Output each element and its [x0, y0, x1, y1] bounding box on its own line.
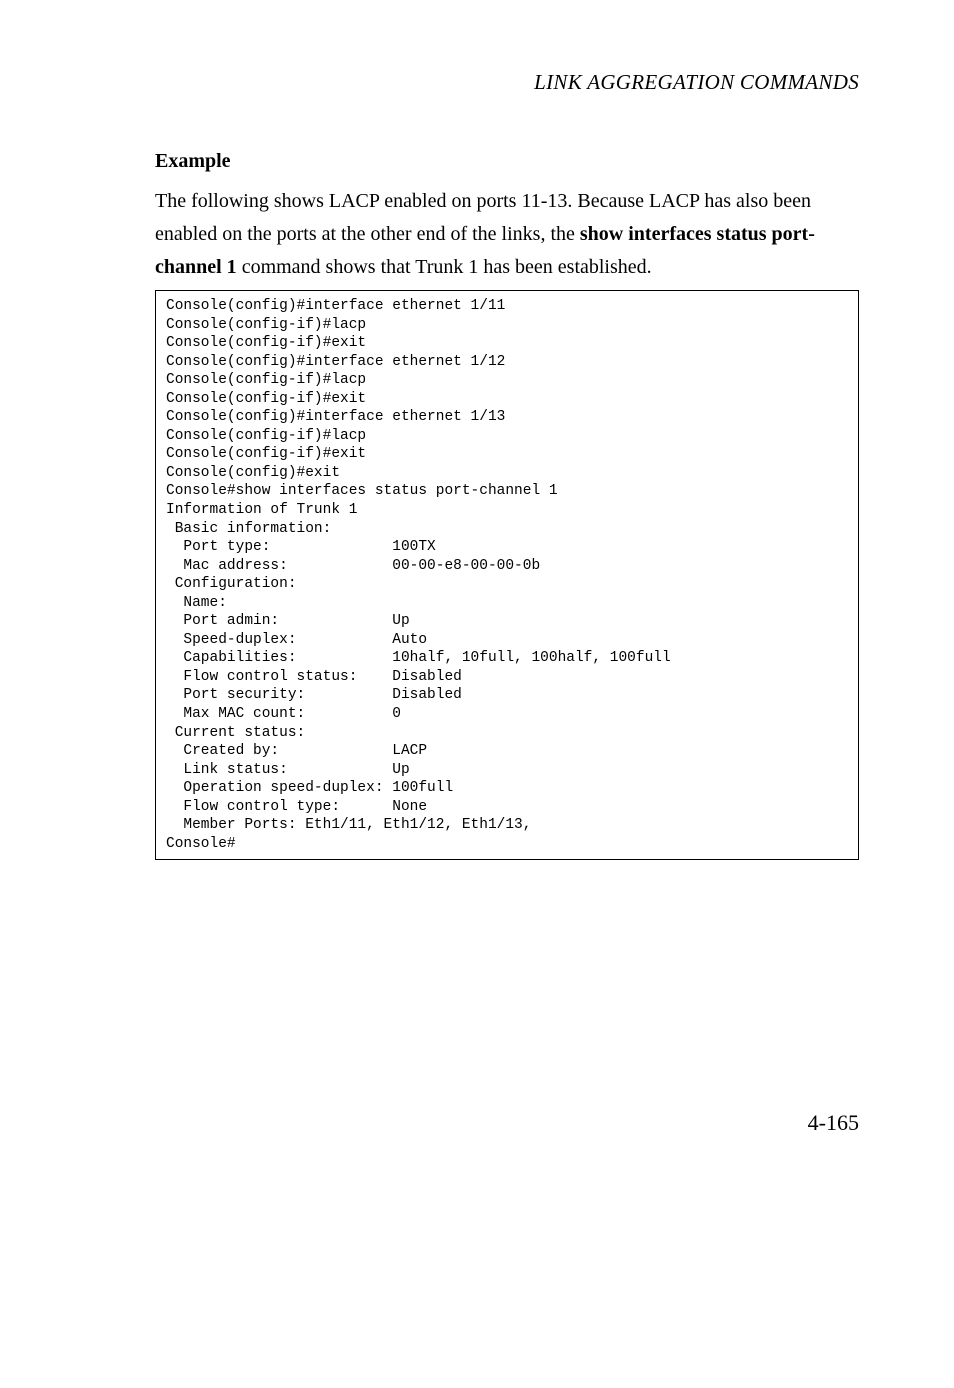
- code-line: Basic information:: [166, 521, 331, 537]
- code-line: Console(config-if)#exit: [166, 446, 366, 462]
- code-line: Port admin: Up: [166, 613, 410, 629]
- code-line: Mac address: 00-00-e8-00-00-0b: [166, 558, 540, 574]
- body-post: command shows that Trunk 1 has been esta…: [237, 256, 652, 278]
- code-line: Member Ports: Eth1/11, Eth1/12, Eth1/13,: [166, 817, 531, 833]
- code-line: Link status: Up: [166, 762, 410, 778]
- code-line: Console(config-if)#exit: [166, 335, 366, 351]
- header-text: LINK AGGREGATION COMMANDS: [534, 70, 859, 94]
- page-number: 4-165: [155, 1110, 859, 1136]
- code-line: Console#show interfaces status port-chan…: [166, 483, 558, 499]
- code-line: Port type: 100TX: [166, 539, 436, 555]
- code-line: Flow control status: Disabled: [166, 669, 462, 685]
- code-line: Capabilities: 10half, 10full, 100half, 1…: [166, 650, 671, 666]
- code-line: Console(config-if)#exit: [166, 391, 366, 407]
- code-line: Created by: LACP: [166, 743, 427, 759]
- code-line: Console(config)#interface ethernet 1/13: [166, 409, 505, 425]
- code-line: Console(config)#exit: [166, 465, 340, 481]
- section-heading: Example: [155, 150, 859, 173]
- code-line: Console(config-if)#lacp: [166, 372, 366, 388]
- code-line: Max MAC count: 0: [166, 706, 401, 722]
- code-line: Console(config-if)#lacp: [166, 428, 366, 444]
- code-line: Current status:: [166, 725, 305, 741]
- code-line: Console#: [166, 836, 236, 852]
- page-container: LINK AGGREGATION COMMANDS Example The fo…: [0, 0, 954, 1196]
- code-line: Operation speed-duplex: 100full: [166, 780, 453, 796]
- code-line: Name:: [166, 595, 227, 611]
- page-header-title: LINK AGGREGATION COMMANDS: [155, 70, 859, 95]
- code-line: Console(config-if)#lacp: [166, 317, 366, 333]
- code-line: Speed-duplex: Auto: [166, 632, 427, 648]
- code-line: Console(config)#interface ethernet 1/12: [166, 354, 505, 370]
- code-line: Port security: Disabled: [166, 687, 462, 703]
- code-line: Console(config)#interface ethernet 1/11: [166, 298, 505, 314]
- section-body: The following shows LACP enabled on port…: [155, 185, 859, 284]
- code-block: Console(config)#interface ethernet 1/11 …: [155, 290, 859, 860]
- code-line: Configuration:: [166, 576, 297, 592]
- code-line: Flow control type: None: [166, 799, 427, 815]
- code-line: Information of Trunk 1: [166, 502, 357, 518]
